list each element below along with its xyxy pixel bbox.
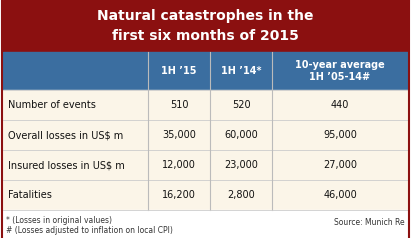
Text: 1H ’15: 1H ’15	[161, 66, 197, 76]
Bar	[3, 0, 408, 52]
Text: 440: 440	[331, 100, 349, 110]
Text: # (Losses adjusted to inflation on local CPI): # (Losses adjusted to inflation on local…	[6, 226, 173, 235]
Text: 520: 520	[232, 100, 250, 110]
Text: 60,000: 60,000	[224, 130, 258, 140]
Text: Overall losses in US$ m: Overall losses in US$ m	[8, 130, 123, 140]
Bar	[3, 180, 408, 210]
Text: 95,000: 95,000	[323, 130, 357, 140]
Bar	[3, 210, 408, 238]
Text: Source: Munich Re: Source: Munich Re	[335, 218, 405, 227]
Text: 2,800: 2,800	[227, 190, 255, 200]
Text: 10-year average
1H ’05-14#: 10-year average 1H ’05-14#	[295, 60, 385, 82]
Text: 27,000: 27,000	[323, 160, 357, 170]
Text: 46,000: 46,000	[323, 190, 357, 200]
Bar	[3, 90, 408, 120]
Text: 35,000: 35,000	[162, 130, 196, 140]
Text: Fatalities: Fatalities	[8, 190, 52, 200]
Text: 23,000: 23,000	[224, 160, 258, 170]
Bar	[3, 120, 408, 150]
Text: Insured losses in US$ m: Insured losses in US$ m	[8, 160, 125, 170]
Text: Number of events: Number of events	[8, 100, 96, 110]
Text: 12,000: 12,000	[162, 160, 196, 170]
Text: * (Losses in original values): * (Losses in original values)	[6, 216, 112, 225]
Bar	[3, 52, 408, 90]
Bar	[3, 150, 408, 180]
Text: 1H ’14*: 1H ’14*	[221, 66, 261, 76]
Text: 510: 510	[170, 100, 188, 110]
Text: 16,200: 16,200	[162, 190, 196, 200]
Text: Natural catastrophes in the
first six months of 2015: Natural catastrophes in the first six mo…	[97, 9, 314, 43]
